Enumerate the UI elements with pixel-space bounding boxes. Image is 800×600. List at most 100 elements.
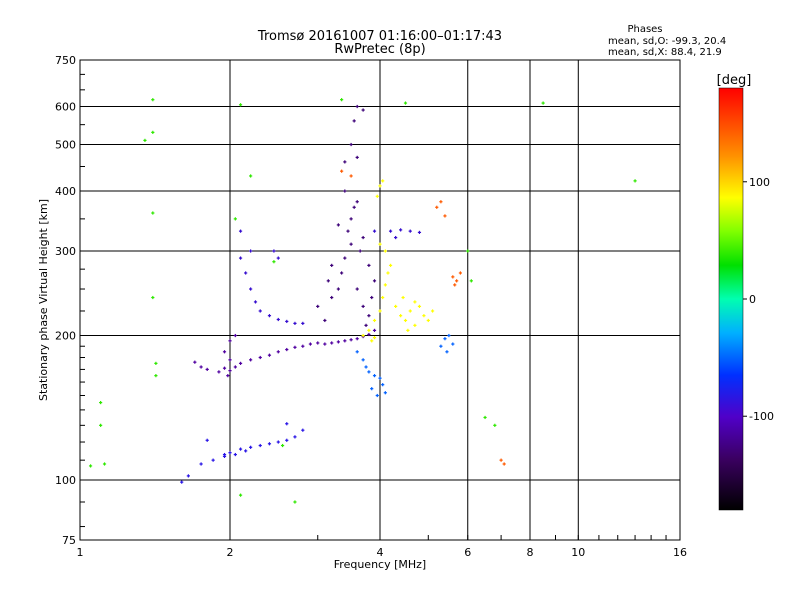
data-point <box>199 365 203 369</box>
data-point <box>143 138 147 142</box>
y-tick-label: 750 <box>55 54 76 67</box>
data-point <box>386 271 390 275</box>
data-point <box>301 344 305 348</box>
data-point <box>99 400 103 405</box>
data-point <box>361 235 365 240</box>
data-point <box>381 383 385 387</box>
data-point <box>381 295 385 300</box>
colorbar-label: [deg] <box>717 73 752 88</box>
data-point <box>336 287 340 291</box>
data-point <box>301 321 305 325</box>
grid-lines <box>80 60 680 540</box>
data-point <box>453 283 457 287</box>
data-point <box>293 321 297 325</box>
data-point <box>238 447 243 451</box>
data-point <box>413 323 417 327</box>
data-point <box>370 387 374 391</box>
colorbar-tick-label: 100 <box>749 176 770 189</box>
data-point <box>211 458 215 462</box>
data-point <box>199 462 203 466</box>
data-point <box>276 317 280 322</box>
data-point <box>244 449 248 453</box>
data-points <box>88 98 637 504</box>
data-point <box>355 200 359 204</box>
data-point <box>367 370 371 374</box>
data-point <box>276 440 280 444</box>
data-point <box>372 279 377 283</box>
data-point <box>399 314 403 318</box>
data-point <box>349 142 353 147</box>
data-point <box>447 333 451 338</box>
data-point <box>285 438 289 442</box>
data-point <box>435 205 439 209</box>
data-point <box>367 314 371 318</box>
data-point <box>330 263 334 267</box>
data-point <box>352 119 356 123</box>
data-point <box>233 365 237 369</box>
y-tick-label: 100 <box>55 474 76 487</box>
data-point <box>222 350 227 354</box>
data-point <box>394 235 398 240</box>
x-tick-label: 6 <box>464 546 471 559</box>
data-point <box>451 342 455 346</box>
data-point <box>233 217 237 221</box>
data-point <box>249 445 253 449</box>
data-point <box>383 283 387 287</box>
data-point <box>430 309 435 313</box>
data-point <box>308 342 313 346</box>
data-point <box>102 462 107 466</box>
x-tick-label: 10 <box>571 546 585 559</box>
data-point <box>323 318 327 323</box>
data-point <box>151 295 155 300</box>
y-axis-ticks: 75 100 200 300 400 500 600 750 <box>55 54 85 547</box>
data-point <box>502 462 506 466</box>
data-point <box>370 339 374 343</box>
data-point <box>154 361 158 365</box>
data-point <box>276 350 280 354</box>
data-point <box>301 428 305 432</box>
data-point <box>276 256 280 260</box>
data-point <box>323 342 327 346</box>
data-point <box>343 339 347 343</box>
data-point <box>413 300 417 304</box>
data-point <box>370 295 374 300</box>
data-point <box>326 279 330 283</box>
data-point <box>408 229 412 233</box>
x-tick-label: 1 <box>77 546 84 559</box>
data-point <box>483 415 487 420</box>
data-point <box>349 217 353 221</box>
data-point <box>238 103 243 107</box>
y-tick-label: 600 <box>55 101 76 114</box>
data-point <box>272 260 276 264</box>
stats-heading: Phases <box>627 24 662 35</box>
y-tick-label: 400 <box>55 185 76 198</box>
data-point <box>633 179 637 183</box>
data-point <box>375 393 379 398</box>
data-point <box>222 452 227 457</box>
data-point <box>493 423 497 427</box>
data-point <box>388 229 393 233</box>
data-point <box>372 318 377 323</box>
data-point <box>193 360 197 364</box>
data-point <box>349 338 353 342</box>
data-point <box>244 271 248 275</box>
data-point <box>238 229 243 233</box>
data-point <box>238 361 243 365</box>
data-point <box>372 229 377 233</box>
data-point <box>228 451 232 455</box>
data-point <box>151 211 155 215</box>
data-point <box>358 249 362 253</box>
data-point <box>228 369 232 373</box>
data-point <box>222 366 227 370</box>
data-point <box>355 287 359 291</box>
data-point <box>403 318 408 323</box>
data-point <box>340 169 344 173</box>
data-point <box>343 189 347 193</box>
data-point <box>372 336 377 340</box>
data-point <box>361 333 365 338</box>
data-point <box>293 345 297 349</box>
data-point <box>293 500 297 504</box>
data-point <box>238 256 243 260</box>
stats-x: mean, sd,X: 88.4, 21.9 <box>608 47 722 58</box>
data-point <box>280 443 285 448</box>
